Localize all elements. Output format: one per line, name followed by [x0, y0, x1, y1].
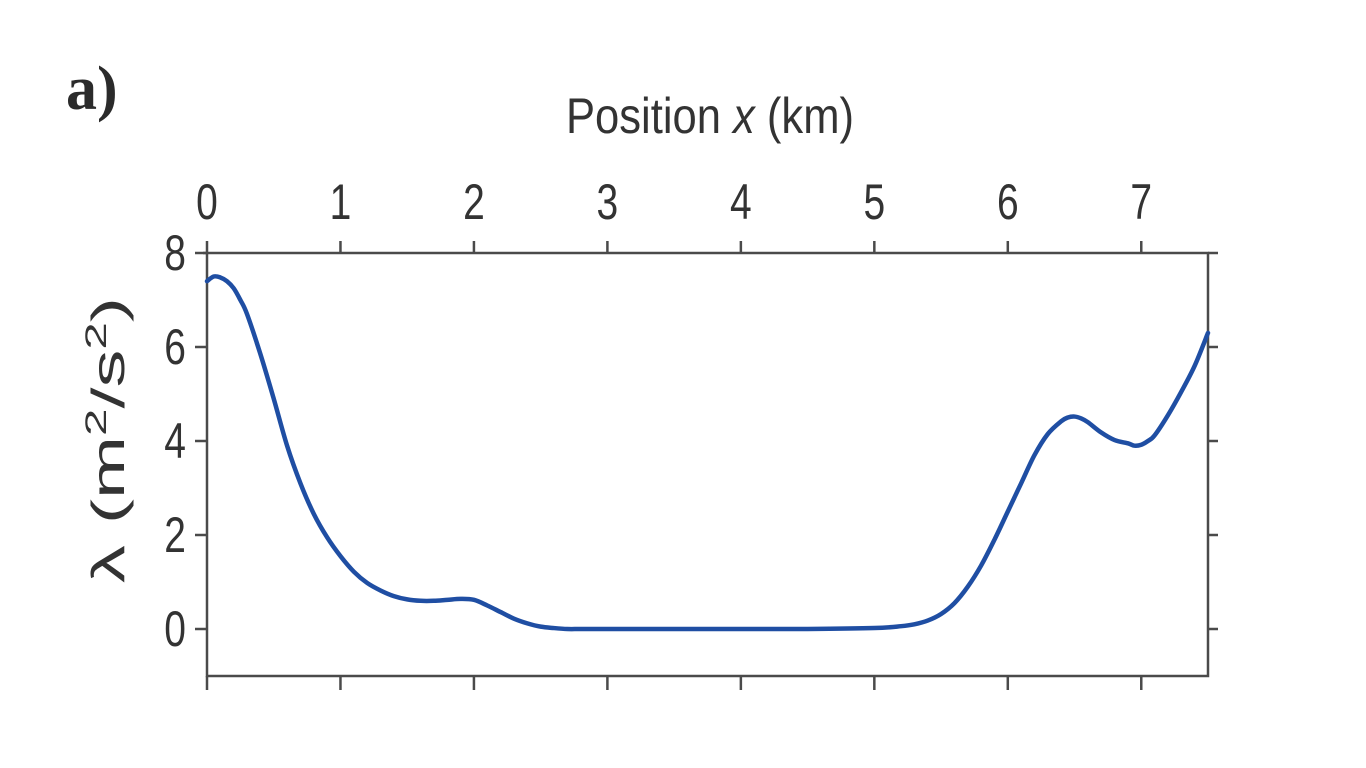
x-tick-label: 5 [863, 173, 885, 230]
plot-area-border [205, 251, 1210, 678]
y-tick-label: 0 [164, 600, 186, 657]
x-tick-label: 4 [730, 173, 752, 230]
axis-ticks: 0 1 2 3 4 5 6 7 0 2 4 6 8 [164, 173, 1218, 690]
x-tick-label: 0 [196, 173, 218, 230]
x-axis-title: Position x (km) [566, 88, 854, 144]
series-line [204, 274, 1211, 632]
y-axis-title-pre: λ (m [82, 436, 134, 583]
y-axis-title-mid: /s [82, 350, 134, 409]
y-tick-label: 4 [164, 412, 186, 469]
panel-label: a) [66, 55, 118, 123]
x-tick-label: 7 [1130, 173, 1152, 230]
y-axis-title-post: ) [82, 297, 134, 322]
y-axis-title: λ (m2/s2) [80, 297, 134, 583]
x-tick-label: 1 [330, 173, 352, 230]
x-axis-title-var: x [731, 88, 756, 144]
y-tick-label: 6 [164, 318, 186, 375]
y-axis-title-sup2: 2 [80, 322, 113, 349]
x-tick-label: 3 [597, 173, 619, 230]
plot-frame [203, 251, 1210, 678]
y-tick-label: 8 [164, 224, 186, 281]
x-tick-label: 6 [997, 173, 1019, 230]
y-axis-title-sup1: 2 [80, 408, 113, 435]
x-axis-title-pre: Position [566, 88, 733, 144]
x-tick-label: 2 [463, 173, 485, 230]
y-tick-label: 2 [164, 506, 186, 563]
series-layer [204, 274, 1211, 632]
x-axis-title-post: (km) [755, 88, 854, 144]
